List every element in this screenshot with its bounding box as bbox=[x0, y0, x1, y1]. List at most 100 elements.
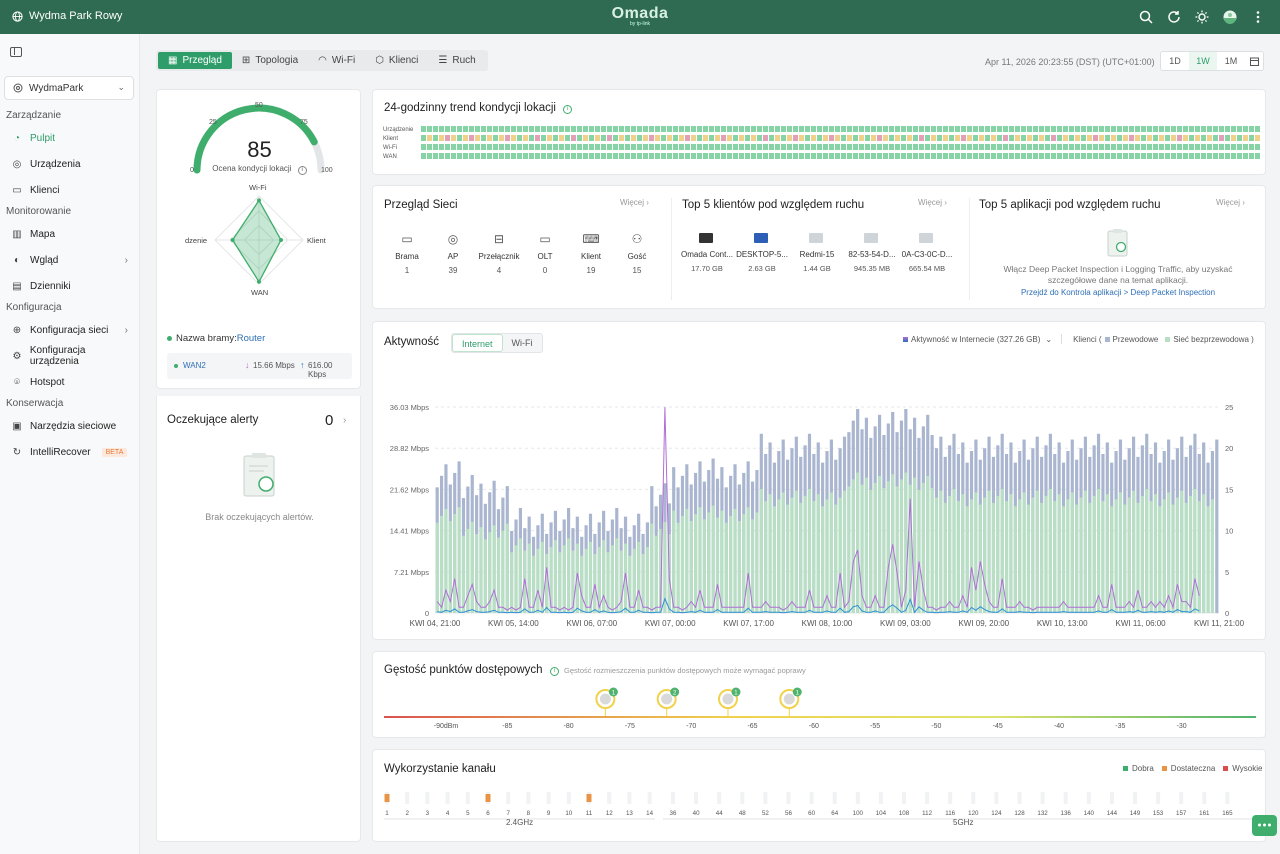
channel-bar[interactable] bbox=[855, 792, 860, 804]
legend-wired[interactable]: Przewodowe bbox=[1112, 334, 1159, 344]
gateway-link[interactable]: Router bbox=[236, 333, 266, 344]
bar-wireless[interactable] bbox=[864, 477, 869, 613]
bar-wireless[interactable] bbox=[580, 555, 584, 613]
bar-wireless[interactable] bbox=[1057, 494, 1061, 613]
channel-bar[interactable] bbox=[465, 792, 470, 804]
bar-wired[interactable] bbox=[1215, 439, 1219, 613]
bar-wireless[interactable] bbox=[969, 499, 974, 613]
bar-wireless[interactable] bbox=[895, 486, 899, 613]
bar-wireless[interactable] bbox=[838, 497, 842, 613]
chevron-down-icon[interactable]: ⌄ bbox=[1045, 334, 1053, 344]
bar-wireless[interactable] bbox=[742, 514, 746, 613]
bar-wireless[interactable] bbox=[444, 508, 448, 613]
bar-wireless[interactable] bbox=[566, 538, 571, 613]
bar-wireless[interactable] bbox=[1009, 494, 1013, 613]
info-icon[interactable]: i bbox=[549, 667, 559, 676]
tab-ruch[interactable]: ☰ Ruch bbox=[428, 52, 485, 69]
bar-wireless[interactable] bbox=[996, 495, 1000, 613]
bar-wireless[interactable] bbox=[921, 482, 925, 613]
bar-wireless[interactable] bbox=[1018, 499, 1022, 613]
top-apps-more-link[interactable]: Więcej › bbox=[1216, 198, 1245, 207]
bar-wireless[interactable] bbox=[1188, 495, 1193, 613]
sidebar-item-konfiguracja-sieci[interactable]: ⊕ Konfiguracja sieci › bbox=[4, 319, 136, 341]
bar-wireless[interactable] bbox=[772, 506, 777, 613]
bar-wireless[interactable] bbox=[733, 508, 737, 613]
bar-wireless[interactable] bbox=[650, 523, 654, 613]
top-client-name[interactable]: DESKTOP-5... bbox=[736, 250, 788, 259]
sidebar-item-intellirecover[interactable]: ↻ IntelliRecover BETA bbox=[4, 441, 136, 463]
bar-wireless[interactable] bbox=[991, 502, 996, 613]
bar-wireless[interactable] bbox=[711, 505, 715, 613]
bar-wireless[interactable] bbox=[1083, 490, 1088, 613]
bar-wireless[interactable] bbox=[457, 507, 461, 613]
bar-wireless[interactable] bbox=[1044, 495, 1048, 613]
bar-wireless[interactable] bbox=[807, 488, 812, 613]
bar-wireless[interactable] bbox=[1066, 499, 1070, 613]
bar-wireless[interactable] bbox=[965, 506, 969, 613]
bar-wireless[interactable] bbox=[483, 539, 487, 613]
tab-wi-fi[interactable]: ◠ Wi-Fi bbox=[308, 52, 365, 69]
bar-wireless[interactable] bbox=[983, 497, 987, 613]
bar-wireless[interactable] bbox=[545, 554, 549, 613]
bar-wireless[interactable] bbox=[1184, 502, 1188, 613]
bar-wireless[interactable] bbox=[575, 543, 579, 613]
bar-wireless[interactable] bbox=[1070, 492, 1074, 613]
bar-wireless[interactable] bbox=[1153, 494, 1158, 613]
channel-bar[interactable] bbox=[627, 792, 632, 804]
bar-wireless[interactable] bbox=[978, 504, 982, 613]
avatar[interactable] bbox=[1222, 9, 1238, 25]
bar-wireless[interactable] bbox=[720, 510, 724, 613]
bar-wireless[interactable] bbox=[676, 522, 680, 613]
site-select[interactable]: WydmaPark ⌄ bbox=[4, 76, 134, 100]
bar-wireless[interactable] bbox=[610, 545, 614, 613]
channel-bar[interactable] bbox=[994, 792, 999, 804]
bar-wireless[interactable] bbox=[632, 548, 636, 613]
bar-wireless[interactable] bbox=[1105, 494, 1109, 613]
channel-bar[interactable] bbox=[832, 792, 837, 804]
bar-wireless[interactable] bbox=[794, 490, 798, 613]
sidebar-item-pulpit[interactable]: ◔ Pulpit bbox=[4, 127, 136, 149]
bar-wireless[interactable] bbox=[1040, 502, 1044, 613]
bar-wireless[interactable] bbox=[1193, 488, 1197, 613]
sidebar-item-hotspot[interactable]: ⌾ Hotspot bbox=[4, 371, 136, 393]
bar-wireless[interactable] bbox=[926, 475, 930, 613]
channel-bar[interactable] bbox=[740, 792, 745, 804]
bar-wireless[interactable] bbox=[1048, 488, 1052, 613]
bar-wireless[interactable] bbox=[842, 490, 847, 613]
bar-wireless[interactable] bbox=[1202, 494, 1206, 613]
channel-bar[interactable] bbox=[902, 792, 906, 804]
bar-wireless[interactable] bbox=[549, 547, 553, 613]
bar-wireless[interactable] bbox=[987, 490, 991, 613]
bar-wireless[interactable] bbox=[1022, 492, 1026, 613]
bar-wireless[interactable] bbox=[1053, 501, 1057, 613]
bar-wireless[interactable] bbox=[1035, 490, 1039, 613]
bar-wireless[interactable] bbox=[1149, 501, 1153, 613]
activity-tab-internet[interactable]: Internet bbox=[452, 334, 503, 352]
top-client-name[interactable]: 0A-C3-0C-D... bbox=[901, 250, 953, 259]
bar-wireless[interactable] bbox=[439, 515, 444, 613]
bar-wireless[interactable] bbox=[715, 517, 720, 613]
bar-wireless[interactable] bbox=[1127, 497, 1131, 613]
bar-wireless[interactable] bbox=[584, 548, 588, 613]
overview-item-value[interactable]: 39 bbox=[448, 266, 458, 275]
bar-wireless[interactable] bbox=[1140, 495, 1144, 613]
bar-wireless[interactable] bbox=[886, 481, 890, 613]
bar-wireless[interactable] bbox=[654, 535, 658, 613]
sidebar-item-narzędzia-sieciowe[interactable]: ▣ Narzędzia sieciowe bbox=[4, 415, 136, 437]
bar-wireless[interactable] bbox=[663, 521, 667, 613]
bar-wireless[interactable] bbox=[496, 537, 501, 613]
bar-wireless[interactable] bbox=[694, 514, 698, 613]
bar-wireless[interactable] bbox=[540, 541, 544, 613]
bar-wireless[interactable] bbox=[816, 494, 820, 613]
bar-wireless[interactable] bbox=[1197, 501, 1201, 613]
bar-wireless[interactable] bbox=[461, 535, 466, 613]
bar-wireless[interactable] bbox=[475, 534, 479, 613]
bar-wireless[interactable] bbox=[1079, 497, 1083, 613]
bar-wireless[interactable] bbox=[1136, 502, 1140, 613]
bar-wireless[interactable] bbox=[615, 538, 619, 613]
channel-bar[interactable] bbox=[1225, 792, 1230, 804]
overview-item-value[interactable]: 1 bbox=[404, 266, 410, 275]
bar-wireless[interactable] bbox=[470, 521, 474, 613]
bar-wireless[interactable] bbox=[873, 482, 877, 613]
bar-wireless[interactable] bbox=[641, 554, 645, 613]
